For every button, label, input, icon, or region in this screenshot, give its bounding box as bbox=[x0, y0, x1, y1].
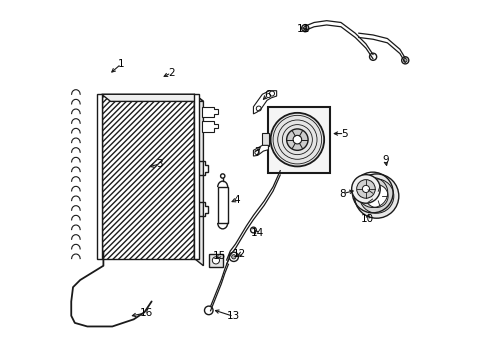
Circle shape bbox=[292, 135, 301, 144]
Circle shape bbox=[401, 57, 408, 64]
Circle shape bbox=[354, 174, 398, 218]
Circle shape bbox=[204, 306, 213, 315]
Text: 7: 7 bbox=[253, 148, 260, 157]
Text: 16: 16 bbox=[140, 308, 153, 318]
Circle shape bbox=[365, 185, 387, 207]
Circle shape bbox=[369, 53, 376, 60]
Bar bbox=[194, 94, 198, 258]
Circle shape bbox=[229, 252, 238, 261]
Circle shape bbox=[359, 179, 393, 213]
Text: 9: 9 bbox=[382, 156, 388, 165]
Circle shape bbox=[250, 227, 256, 233]
Text: 4: 4 bbox=[233, 195, 240, 204]
Circle shape bbox=[270, 113, 324, 166]
Text: 11: 11 bbox=[296, 24, 309, 34]
Bar bbox=[262, 133, 268, 146]
Polygon shape bbox=[102, 94, 203, 102]
Text: 2: 2 bbox=[167, 68, 174, 78]
Text: 8: 8 bbox=[339, 189, 346, 199]
Text: 3: 3 bbox=[156, 159, 163, 169]
Bar bbox=[217, 187, 227, 223]
Circle shape bbox=[286, 129, 307, 150]
Circle shape bbox=[356, 180, 374, 198]
Text: 12: 12 bbox=[233, 249, 246, 259]
Circle shape bbox=[351, 175, 380, 203]
Text: 15: 15 bbox=[212, 251, 225, 261]
Polygon shape bbox=[253, 91, 276, 114]
Text: 13: 13 bbox=[227, 311, 240, 321]
Circle shape bbox=[403, 59, 406, 62]
Text: 6: 6 bbox=[264, 90, 270, 100]
Circle shape bbox=[231, 255, 235, 259]
Circle shape bbox=[301, 24, 308, 32]
Text: 14: 14 bbox=[250, 228, 263, 238]
Circle shape bbox=[212, 257, 219, 264]
Text: 5: 5 bbox=[341, 129, 347, 139]
Polygon shape bbox=[201, 107, 217, 117]
Polygon shape bbox=[201, 121, 217, 132]
Bar bbox=[97, 94, 102, 258]
Circle shape bbox=[303, 26, 306, 30]
Bar bbox=[267, 107, 329, 173]
Text: 1: 1 bbox=[118, 59, 124, 69]
Polygon shape bbox=[194, 94, 203, 266]
Bar bbox=[208, 254, 223, 267]
Text: 10: 10 bbox=[361, 213, 373, 224]
Circle shape bbox=[362, 185, 369, 193]
Circle shape bbox=[220, 174, 224, 178]
Bar bbox=[102, 94, 194, 258]
Polygon shape bbox=[253, 145, 268, 156]
